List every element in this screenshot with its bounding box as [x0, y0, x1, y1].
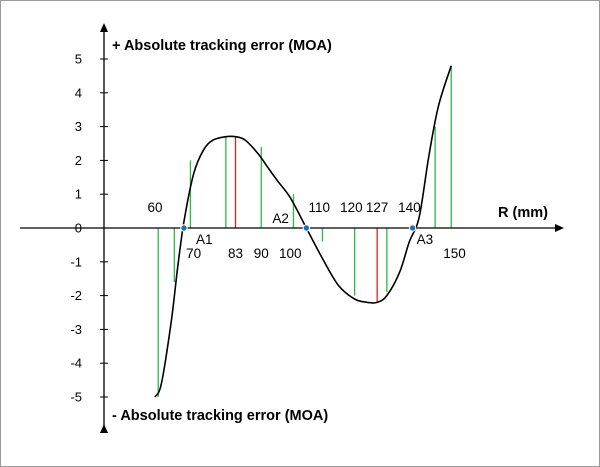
r-label: 127 [366, 200, 389, 215]
zero-crossing-label: A2 [272, 211, 289, 226]
zero-crossing-point [408, 224, 417, 232]
chart-title-top: + Absolute tracking error (MOA) [112, 38, 332, 54]
tracking-error-curve [154, 65, 452, 398]
zero-crossing-points: A1 A2 A3 [180, 211, 434, 247]
chart-title-bottom: - Absolute tracking error (MOA) [112, 408, 328, 424]
y-tick-label: -2 [70, 288, 82, 303]
x-axis-label: R (mm) [498, 205, 548, 221]
stems-layer [157, 65, 452, 397]
y-tick-label: -4 [70, 356, 82, 371]
r-label: 90 [254, 246, 269, 261]
r-label: 70 [186, 246, 201, 261]
y-tick-label: -5 [70, 390, 82, 405]
y-tick-label: 0 [75, 221, 82, 236]
y-tick-label: 1 [75, 187, 82, 202]
y-tick-label: -1 [70, 254, 82, 269]
r-label: 83 [228, 246, 243, 261]
r-label: 60 [147, 200, 162, 215]
r-label: 100 [279, 246, 302, 261]
y-ticks: 5 4 3 2 1 0 -1 -2 -3 -4 -5 [70, 52, 108, 405]
zero-crossing-point [180, 224, 188, 232]
y-tick-label: 4 [75, 85, 82, 100]
r-label: 150 [443, 246, 466, 261]
r-label: 110 [308, 200, 330, 215]
zero-crossing-point [302, 224, 311, 232]
y-tick-label: 3 [75, 119, 82, 134]
zero-crossing-label: A1 [196, 232, 213, 247]
r-label: 120 [340, 200, 363, 215]
r-label: 140 [398, 200, 421, 215]
y-tick-label: 2 [75, 153, 82, 168]
y-tick-label: 5 [75, 52, 82, 67]
r-labels: 60 70 83 90 100 110 120 127 140 150 [147, 200, 465, 261]
zero-crossing-label: A3 [417, 232, 434, 247]
y-tick-label: -3 [70, 322, 82, 337]
